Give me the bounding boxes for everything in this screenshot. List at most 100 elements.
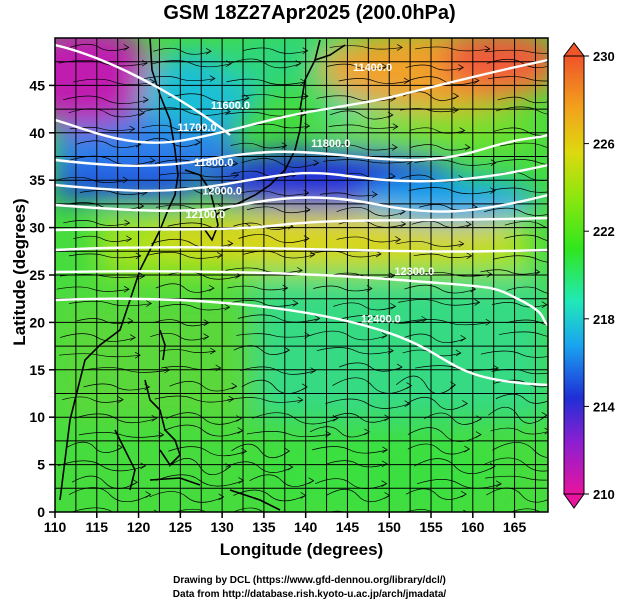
streamline: [225, 461, 293, 473]
streamline: [495, 393, 548, 404]
footer-drawing-credit: Drawing by DCL (https://www.gfd-dennou.o…: [173, 575, 446, 586]
streamline-arrow: [304, 332, 311, 339]
streamline: [143, 107, 231, 116]
streamline: [230, 170, 298, 178]
x-axis-label: Longitude (degrees): [219, 540, 384, 559]
streamline-arrow: [460, 490, 467, 498]
streamline: [83, 383, 150, 391]
height-contours: [55, 43, 548, 387]
streamline: [241, 94, 309, 99]
streamline-arrow: [122, 176, 129, 184]
chart-title: GSM 18Z27Apr2025 (200.0hPa): [163, 2, 456, 24]
streamline-arrow: [556, 381, 561, 387]
y-tick-label: 35: [29, 172, 45, 188]
streamline-arrow: [396, 363, 403, 371]
streamline-arrow: [384, 492, 391, 499]
streamline-arrow: [134, 351, 141, 359]
streamline: [174, 508, 207, 512]
streamline-arrow: [124, 219, 131, 227]
streamline-arrow: [144, 383, 151, 391]
streamline-arrow: [384, 414, 391, 422]
streamline: [59, 333, 136, 342]
streamline-arrow: [164, 366, 171, 374]
streamline-arrow: [495, 480, 502, 488]
colorbar-tick-label: 214: [593, 399, 615, 414]
streamline-arrow: [303, 189, 310, 197]
streamline: [492, 255, 548, 263]
streamline-arrow: [313, 159, 320, 167]
contour-label: 11800.0: [311, 138, 350, 150]
streamline: [313, 285, 373, 292]
streamline-arrow: [117, 396, 124, 403]
streamline-arrow: [199, 124, 206, 132]
streamline-arrow: [301, 383, 308, 391]
streamline-arrow: [391, 144, 398, 151]
streamline-arrow: [218, 493, 225, 501]
streamline: [249, 474, 314, 487]
streamline-arrow: [555, 209, 560, 215]
streamline: [68, 155, 155, 166]
streamline: [236, 333, 310, 338]
streamline-arrow: [215, 364, 222, 372]
streamline-arrow: [551, 97, 556, 103]
colorbar-tick-label: 230: [593, 49, 615, 64]
streamline: [169, 381, 237, 392]
streamline-arrow: [544, 427, 548, 435]
streamline: [56, 286, 130, 292]
streamline-arrow: [217, 251, 223, 259]
streamline: [150, 332, 209, 341]
streamline-arrow: [556, 187, 561, 193]
streamline-arrow: [554, 60, 559, 66]
streamline-arrow: [395, 236, 402, 243]
colorbar-tick-label: 218: [593, 312, 615, 327]
streamline: [329, 110, 393, 120]
streamline-arrow: [300, 492, 307, 499]
streamline: [323, 144, 398, 151]
streamline: [491, 368, 548, 375]
streamline: [166, 412, 242, 425]
streamline: [161, 366, 221, 370]
streamline: [225, 267, 303, 274]
contour-label: 11600.0: [211, 100, 250, 112]
streamline-arrow: [572, 510, 577, 516]
streamline-arrow: [381, 332, 388, 339]
footer-data-source: Data from http://database.rish.kyoto-u.a…: [172, 589, 447, 600]
streamline: [57, 460, 146, 472]
x-tick-label: 160: [461, 519, 485, 535]
streamline: [398, 299, 480, 306]
streamline-arrow: [459, 127, 466, 134]
streamline: [56, 176, 128, 183]
streamline-arrow: [541, 411, 548, 419]
streamline-arrow: [139, 109, 145, 117]
streamline: [316, 95, 396, 102]
streamline: [415, 365, 499, 371]
streamline-arrow: [205, 47, 212, 55]
streamline-arrow: [464, 144, 471, 151]
streamline: [491, 302, 548, 308]
streamline-arrow: [463, 509, 468, 512]
streamline: [400, 174, 464, 183]
streamline: [413, 253, 472, 258]
streamline-arrow: [465, 221, 472, 228]
streamline-arrow: [404, 400, 411, 408]
streamline-arrow: [474, 299, 481, 306]
streamline-arrow: [464, 445, 471, 453]
streamline: [328, 124, 398, 129]
streamline-arrow: [238, 477, 245, 484]
streamline-arrow: [466, 252, 473, 260]
streamline-arrow: [227, 240, 234, 247]
streamline-arrow: [138, 202, 145, 210]
x-tick-label: 165: [503, 519, 527, 535]
streamline-arrow: [486, 270, 493, 278]
streamline: [403, 319, 491, 326]
streamline-arrow: [282, 284, 289, 292]
streamline: [155, 283, 215, 293]
streamline-arrow: [453, 92, 459, 100]
streamline-arrow: [142, 96, 149, 104]
streamline: [496, 106, 548, 115]
streamline: [315, 478, 387, 490]
streamline: [316, 347, 394, 355]
streamline-arrow: [236, 415, 242, 422]
contour-label: 12000.0: [202, 185, 242, 197]
streamline: [68, 253, 141, 259]
